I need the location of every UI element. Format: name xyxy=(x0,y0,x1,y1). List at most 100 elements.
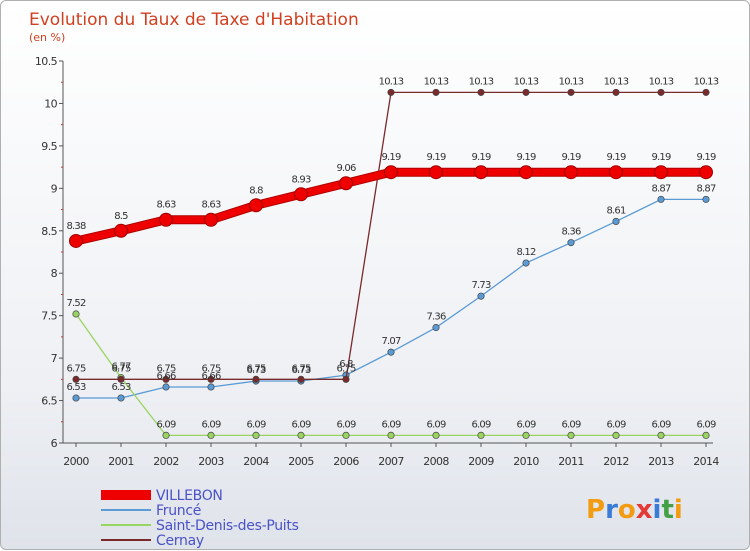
series-layer xyxy=(69,88,713,439)
chart-title: Evolution du Taux de Taxe d'Habitation xyxy=(29,10,359,30)
data-point xyxy=(432,324,440,332)
y-tick-label: 10.5 xyxy=(35,55,58,68)
series-2 xyxy=(72,195,710,402)
data-point xyxy=(297,431,305,439)
data-label: 9.06 xyxy=(336,163,356,174)
data-label: 6.09 xyxy=(246,419,266,430)
data-point xyxy=(72,310,80,318)
data-label: 6.09 xyxy=(561,419,581,430)
data-label: 9.19 xyxy=(561,152,581,163)
data-point xyxy=(342,375,350,383)
data-point xyxy=(474,165,488,180)
x-tick-label: 2014 xyxy=(693,455,719,468)
data-point xyxy=(69,233,83,248)
chart-subtitle: (en %) xyxy=(29,31,65,44)
data-point xyxy=(207,383,215,391)
data-label: 10.13 xyxy=(559,76,584,87)
data-label: 6.8 xyxy=(339,359,353,370)
data-label: 6.09 xyxy=(606,419,626,430)
data-point xyxy=(342,431,350,439)
data-label: 7.73 xyxy=(471,280,491,291)
data-label: 8.8 xyxy=(249,185,263,196)
logo-text: Proxiti xyxy=(586,495,683,525)
data-point xyxy=(159,212,173,227)
x-tick-label: 2012 xyxy=(603,455,629,468)
data-label: 6.75 xyxy=(336,363,356,374)
data-label: 7.36 xyxy=(426,312,446,323)
legend-label: VILLEBON xyxy=(156,488,223,504)
y-tick-label: 6.5 xyxy=(41,395,57,408)
data-label: 6.09 xyxy=(651,419,671,430)
data-label: 8.12 xyxy=(516,247,536,258)
data-point xyxy=(162,375,170,383)
series-4 xyxy=(72,88,710,383)
data-label: 7.52 xyxy=(66,298,86,309)
data-point xyxy=(612,88,620,96)
data-point xyxy=(297,375,305,383)
data-point xyxy=(252,431,260,439)
data-point xyxy=(204,212,218,227)
data-label: 6.66 xyxy=(156,371,176,382)
data-label: 6.09 xyxy=(291,419,311,430)
x-tick-label: 2009 xyxy=(468,455,494,468)
data-label: 6.75 xyxy=(291,363,311,374)
data-label: 6.09 xyxy=(696,419,716,430)
data-point xyxy=(522,431,530,439)
y-tick-label: 6 xyxy=(51,437,58,450)
data-label: 6.09 xyxy=(516,419,536,430)
data-label: 8.63 xyxy=(156,200,176,211)
data-label: 6.53 xyxy=(111,382,131,393)
data-label: 8.87 xyxy=(696,183,716,194)
x-tick-label: 2001 xyxy=(108,455,134,468)
x-tick-label: 2013 xyxy=(648,455,674,468)
data-label: 8.63 xyxy=(201,200,221,211)
data-point xyxy=(477,292,485,300)
data-label: 7.07 xyxy=(381,336,401,347)
y-tick-label: 7 xyxy=(51,352,58,365)
legend-label: Fruncé xyxy=(156,503,201,519)
data-point xyxy=(207,431,215,439)
data-label: 6.75 xyxy=(111,363,131,374)
data-label: 6.09 xyxy=(381,419,401,430)
x-tick-label: 2005 xyxy=(288,455,314,468)
data-point xyxy=(117,394,125,402)
data-point xyxy=(117,375,125,383)
data-label: 6.09 xyxy=(426,419,446,430)
proxiti-logo: Proxiti xyxy=(586,495,683,525)
data-point xyxy=(567,431,575,439)
data-point xyxy=(387,348,395,356)
data-label: 6.75 xyxy=(66,363,86,374)
data-label: 6.53 xyxy=(66,382,86,393)
data-label: 6.73 xyxy=(291,365,311,376)
data-point xyxy=(567,88,575,96)
data-point xyxy=(432,88,440,96)
data-label: 6.09 xyxy=(156,419,176,430)
data-point xyxy=(432,431,440,439)
data-label: 9.19 xyxy=(426,152,446,163)
data-point xyxy=(657,431,665,439)
data-label: 6.75 xyxy=(246,363,266,374)
data-label: 10.13 xyxy=(694,76,719,87)
data-point xyxy=(567,239,575,247)
data-label: 6.73 xyxy=(246,365,266,376)
data-label: 9.19 xyxy=(696,152,716,163)
data-label: 6.75 xyxy=(201,363,221,374)
data-labels: 6.53 6.53 6.66 6.66 6.73 6.73 6.8 7.07 7.36 7.73 8… xyxy=(66,76,719,430)
data-point xyxy=(72,394,80,402)
data-label: 6.09 xyxy=(471,419,491,430)
data-point xyxy=(162,431,170,439)
data-point xyxy=(609,165,623,180)
data-label: 9.19 xyxy=(606,152,626,163)
data-label: 8.36 xyxy=(561,227,581,238)
x-tick-label: 2006 xyxy=(333,455,359,468)
data-label: 10.13 xyxy=(649,76,674,87)
data-point xyxy=(207,375,215,383)
x-tick-label: 2010 xyxy=(513,455,539,468)
y-tick-label: 10 xyxy=(44,97,57,110)
series-1 xyxy=(69,165,713,248)
data-label: 8.61 xyxy=(606,205,626,216)
data-point xyxy=(519,165,533,180)
x-tick-label: 2003 xyxy=(198,455,224,468)
